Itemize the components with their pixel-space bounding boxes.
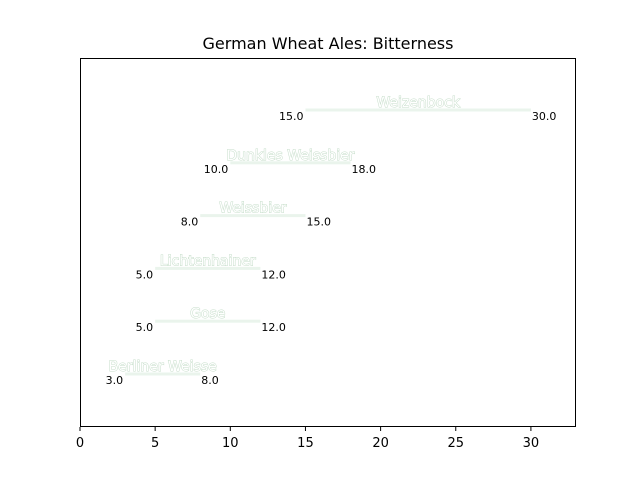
x-tick-label: 0	[76, 436, 84, 451]
high-value-label: 12.0	[261, 321, 286, 334]
low-value-label: 8.0	[181, 216, 199, 229]
bar-category-label: Gose	[190, 306, 225, 322]
range-bar	[200, 214, 306, 218]
bar-category-label: Weizenbock	[376, 95, 461, 111]
bar-category-label: Dunkles Weissbier	[226, 148, 354, 164]
bar-category-label: Berliner Weisse	[109, 359, 217, 375]
low-value-label: 5.0	[136, 268, 154, 281]
plot-area-frame	[80, 58, 576, 427]
x-tick-label: 5	[151, 436, 159, 451]
low-value-label: 10.0	[204, 163, 229, 176]
range-bar	[155, 319, 261, 323]
high-value-label: 15.0	[306, 216, 331, 229]
low-value-label: 3.0	[106, 374, 124, 387]
x-tick-label: 25	[447, 436, 464, 451]
high-value-label: 12.0	[261, 268, 286, 281]
high-value-label: 30.0	[532, 110, 557, 123]
x-axis: 0 5 10 15 20 25 30	[76, 427, 539, 451]
bar-category-label: Weissbier	[219, 201, 287, 217]
high-value-label: 18.0	[352, 163, 377, 176]
x-tick-label: 10	[222, 436, 239, 451]
chart-title: German Wheat Ales: Bitterness	[203, 34, 454, 53]
range-bar	[230, 161, 351, 165]
high-value-label: 8.0	[201, 374, 219, 387]
low-value-label: 15.0	[279, 110, 304, 123]
bar-category-label: Lichtenhainer	[160, 253, 256, 269]
x-tick-label: 20	[372, 436, 389, 451]
x-tick-label: 15	[297, 436, 314, 451]
low-value-label: 5.0	[136, 321, 154, 334]
range-bar	[305, 108, 531, 112]
x-tick-label: 30	[523, 436, 540, 451]
range-bar	[125, 372, 201, 376]
range-bar	[155, 266, 261, 270]
